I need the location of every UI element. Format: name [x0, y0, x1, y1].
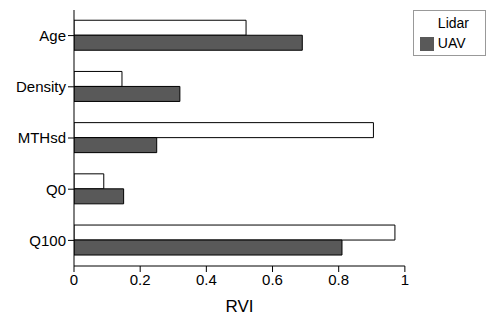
svg-text:0.8: 0.8: [328, 271, 349, 288]
svg-text:Density: Density: [16, 78, 67, 95]
svg-text:Q0: Q0: [46, 181, 66, 198]
svg-text:1: 1: [401, 271, 409, 288]
svg-text:Age: Age: [39, 27, 66, 44]
svg-text:0.6: 0.6: [262, 271, 283, 288]
html-text:Lidar: Lidar: [437, 15, 469, 31]
svg-text:Q100: Q100: [29, 232, 66, 249]
svg-text:MTHsd: MTHsd: [18, 129, 66, 146]
svg-text:RVI: RVI: [225, 297, 253, 316]
svg-text:0: 0: [70, 271, 78, 288]
svg-text:0.2: 0.2: [130, 271, 151, 288]
html-text:UAV: UAV: [437, 35, 466, 51]
svg-text:0.4: 0.4: [196, 271, 217, 288]
